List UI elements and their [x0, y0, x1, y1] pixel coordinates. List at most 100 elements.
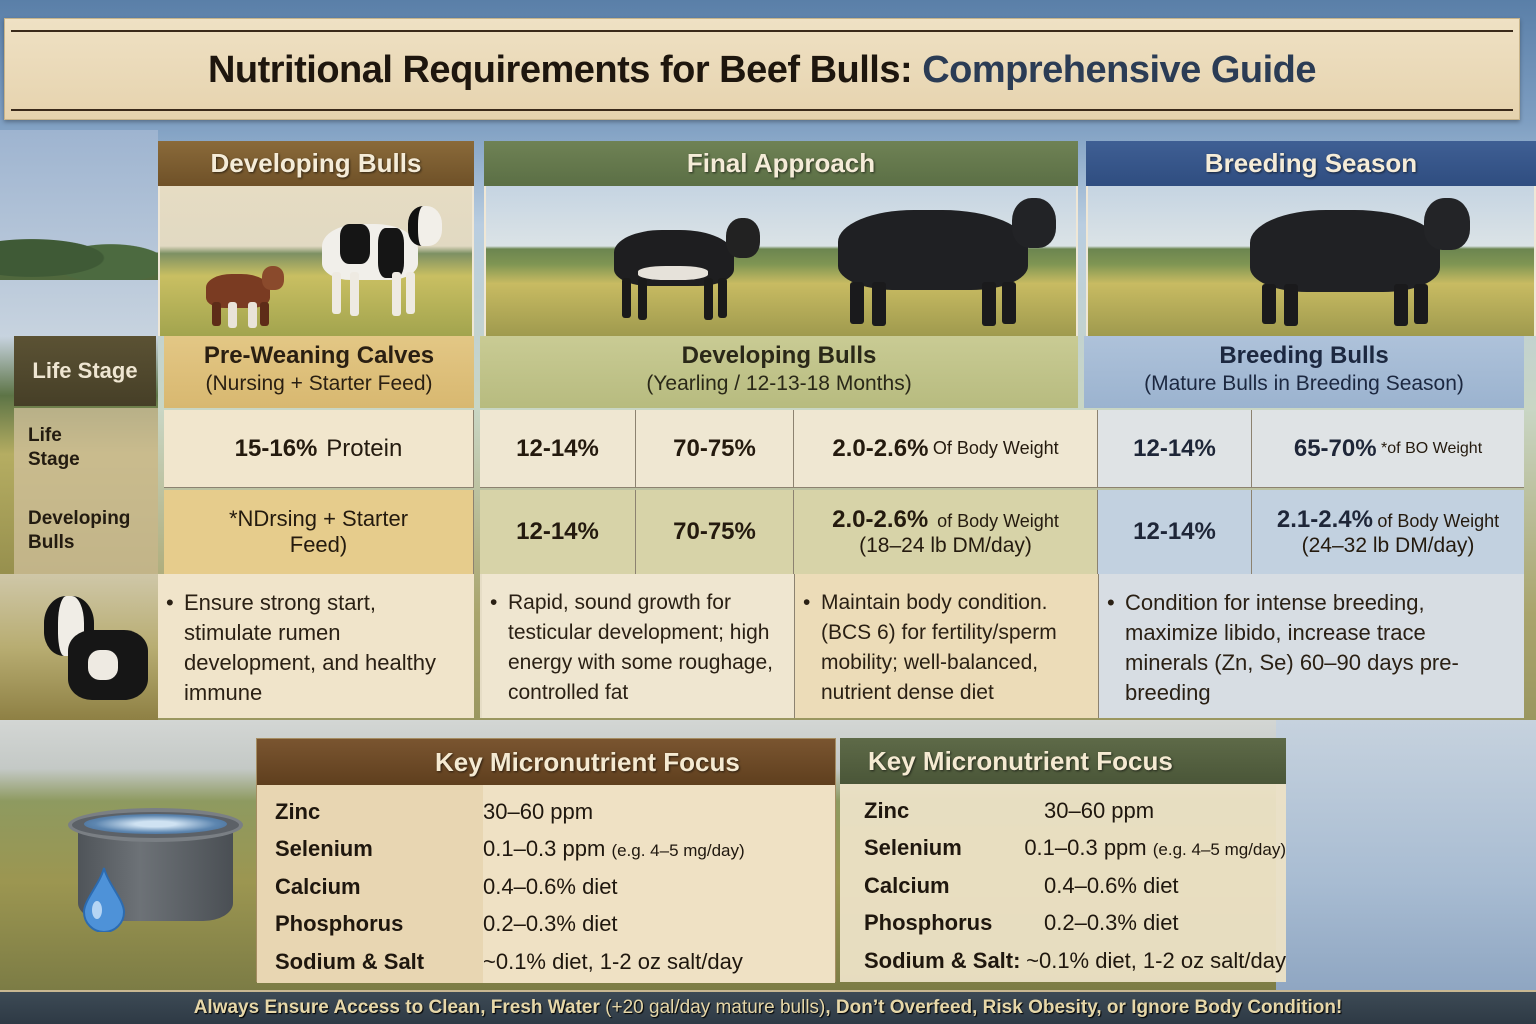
bullet-icon: •: [803, 591, 811, 614]
value: 65-70%: [1293, 434, 1377, 462]
stage-sub: (Yearling / 12-13-18 Months): [646, 372, 912, 395]
note: (e.g. 4–5 mg/day): [611, 841, 745, 861]
nutrient-value: 0.4–0.6% diet: [1044, 873, 1179, 899]
holstein-calf-illustration: [310, 206, 450, 326]
micronutrient-list: Zinc 30–60 ppm Selenium 0.1–0.3 ppm (e.g…: [257, 785, 835, 983]
micronutrient-row: Calcium 0.4–0.6% diet: [257, 868, 835, 906]
micronutrient-list: Zinc 30–60 ppm Selenium 0.1–0.3 ppm (e.g…: [840, 784, 1286, 980]
nutrient-name: Selenium: [864, 835, 962, 861]
title-banner: Nutritional Requirements for Beef Bulls:…: [4, 18, 1520, 120]
nutrient-value: 0.2–0.3% diet: [483, 911, 618, 937]
note-text: Maintain body condition. (BCS 6) for fer…: [821, 591, 1057, 704]
value: 0.1–0.3 ppm: [483, 836, 606, 862]
sky-backdrop: [1276, 720, 1536, 990]
nutrient-name: Calcium: [275, 873, 361, 899]
holstein-peeking-scene: [0, 574, 158, 720]
micronutrient-row: Zinc 30–60 ppm: [257, 793, 835, 831]
bullet-icon: •: [1107, 590, 1115, 615]
row-label-text: Developing Bulls: [28, 508, 131, 553]
stage-pre-weaning: Pre-Weaning Calves (Nursing + Starter Fe…: [164, 336, 474, 408]
value: 0.1–0.3 ppm: [1024, 835, 1147, 861]
stage-breeding: Breeding Bulls (Mature Bulls in Breeding…: [1084, 336, 1524, 408]
cell-breed-protein-2: 12-14%: [1098, 490, 1252, 574]
unit: Of Body Weight: [932, 438, 1059, 458]
life-stage-label: Life Stage: [14, 336, 156, 406]
value: 12-14%: [516, 518, 599, 545]
micronutrient-row: Zinc 30–60 ppm: [840, 792, 1286, 830]
note-developing-condition: • Maintain body condition. (BCS 6) for f…: [794, 574, 1098, 718]
dm-per-day: (24–32 lb DM/day): [1301, 534, 1475, 557]
holstein-cow-illustration: [38, 590, 148, 710]
unit: Protein: [326, 434, 403, 462]
nutrient-name: Phosphorus: [275, 911, 404, 937]
value: 12-14%: [516, 434, 599, 462]
footer-part3: , Don’t Overfeed, Risk Obesity, or Ignor…: [825, 997, 1343, 1018]
row-label-life-stage: Life Stage: [14, 408, 158, 488]
micronutrient-panel-left: Key Micronutrient Focus Zinc 30–60 ppm S…: [256, 738, 836, 983]
stage-name: Developing Bulls: [681, 342, 877, 369]
title-rule-bottom: [11, 109, 1513, 111]
micronutrient-title: Key Micronutrient Focus: [840, 738, 1286, 784]
cell-breed-intake: 2.1-2.4% of Body Weight (24–32 lb DM/day…: [1252, 490, 1524, 574]
value: ~0.1% diet, 1-2 oz salt/day: [483, 948, 743, 974]
micronutrient-title: Key Micronutrient Focus: [257, 739, 835, 785]
stage-name: Pre-Weaning Calves: [203, 342, 435, 369]
unit: of Body Weight: [937, 511, 1059, 531]
nutrient-value: 0.1–0.3 ppm (e.g. 4–5 mg/day): [1024, 835, 1286, 861]
cell-calves-protein: 15-16% Protein: [164, 410, 474, 488]
value: 2.0-2.6%: [832, 506, 929, 533]
stage-developing: Developing Bulls (Yearling / 12-13-18 Mo…: [480, 336, 1078, 408]
nutrient-value: 30–60 ppm: [1044, 798, 1154, 824]
micronutrient-row: Selenium 0.1–0.3 ppm (e.g. 4–5 mg/day): [257, 831, 835, 869]
micronutrient-row: Calcium 0.4–0.6% diet: [840, 867, 1286, 905]
row-label-text: Life Stage: [28, 425, 80, 470]
bullet-icon: •: [490, 591, 498, 614]
value: 2.0-2.6%: [832, 434, 929, 462]
stage-sub: (Nursing + Starter Feed): [205, 372, 433, 395]
value: 0.4–0.6% diet: [1044, 872, 1179, 898]
cell-dev-protein: 12-14%: [480, 410, 636, 488]
value: 30–60 ppm: [483, 798, 594, 824]
note-text: Ensure strong start, stimulate rumen dev…: [184, 590, 436, 705]
footer-part1: Always Ensure Access to Clean, Fresh Wat…: [193, 997, 606, 1018]
note-developing-growth: • Rapid, sound growth for testicular dev…: [480, 574, 794, 718]
stage-name: Breeding Bulls: [1219, 342, 1389, 369]
nutrient-name: Selenium: [275, 836, 373, 862]
title-rule-top: [11, 30, 1513, 32]
unit: of Body Weight: [1377, 511, 1500, 531]
value: 12-14%: [1133, 434, 1216, 462]
note-text: Rapid, sound growth for testicular devel…: [508, 591, 773, 704]
cell-dev-tdn-2: 70-75%: [636, 490, 794, 574]
line2: Feed): [289, 532, 348, 557]
cell-calves-feed: *NDrsing + Starter Feed): [164, 490, 474, 574]
cell-breed-protein: 12-14%: [1098, 410, 1252, 488]
micronutrient-row: Selenium 0.1–0.3 ppm (e.g. 4–5 mg/day): [840, 830, 1286, 868]
cell-breed-tdn: 65-70% *of BO Weight: [1252, 410, 1524, 488]
value: 70-75%: [673, 518, 756, 545]
calves-image: [158, 186, 474, 336]
line1: *NDrsing + Starter: [228, 506, 409, 531]
bucket-water: [84, 814, 227, 834]
value: 0.2–0.3% diet: [483, 911, 618, 937]
bullet-icon: •: [166, 590, 174, 615]
footer-banner: Always Ensure Access to Clean, Fresh Wat…: [0, 990, 1536, 1024]
value: 0.2–0.3% diet: [1044, 910, 1179, 936]
note-pre-weaning: • Ensure strong start, stimulate rumen d…: [158, 574, 474, 718]
black-yearling-illustration: [608, 214, 768, 324]
note: (e.g. 4–5 mg/day): [1152, 840, 1286, 860]
nutrient-name: Zinc: [275, 798, 321, 824]
value: ~0.1% diet, 1-2 oz salt/day: [1026, 947, 1286, 973]
footer-part2: (+20 gal/day mature bulls): [605, 997, 826, 1018]
angus-bull-illustration: [1244, 196, 1484, 331]
note-breeding: • Condition for intense breeding, maximi…: [1098, 574, 1524, 718]
value: 70-75%: [673, 434, 756, 462]
water-drop-icon: [82, 867, 126, 932]
row-label-developing-bulls: Developing Bulls: [14, 488, 158, 574]
treeline: [0, 225, 158, 280]
yearling-and-bull-image: [484, 186, 1078, 336]
nutrient-name: Sodium & Salt: [275, 948, 425, 974]
column-header-final-approach: Final Approach: [484, 141, 1078, 186]
nutrient-name: Zinc: [864, 797, 910, 823]
micronutrient-row: Phosphorus 0.2–0.3% diet: [840, 905, 1286, 943]
value: 30–60 ppm: [1044, 797, 1155, 823]
